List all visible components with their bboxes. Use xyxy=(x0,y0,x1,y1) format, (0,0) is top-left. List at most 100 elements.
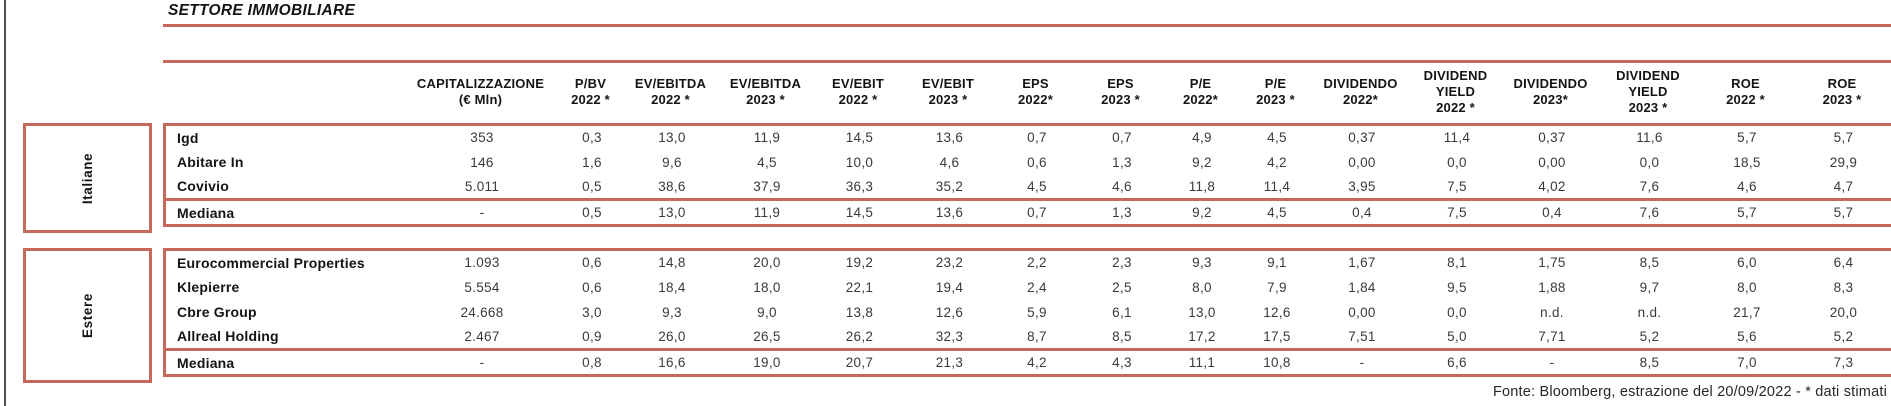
column-header: DIVIDEND YIELD 2022 * xyxy=(1423,68,1488,115)
column-header: ROE 2022 * xyxy=(1726,76,1765,107)
value-cell: n.d. xyxy=(1637,304,1662,320)
value-cell: 16,6 xyxy=(624,348,720,376)
value-cell: 19,4 xyxy=(935,279,964,295)
value-cell: 0,3 xyxy=(582,130,602,146)
value-cell: 0,6 xyxy=(1027,154,1047,170)
value-cell: 2,3 xyxy=(1112,255,1132,271)
value-cell: 5.554 xyxy=(464,279,500,295)
value-cell: 0,00 xyxy=(1348,304,1376,320)
value-cell: 36,3 xyxy=(845,178,874,194)
value-cell: 0,9 xyxy=(582,328,602,344)
value-cell: 11,9 xyxy=(719,198,815,226)
value-cell: 0,0 xyxy=(1639,154,1660,170)
value-cell: 2,4 xyxy=(1027,279,1047,295)
value-cell: 11,1 xyxy=(1164,348,1240,376)
value-cell: 5,9 xyxy=(1027,304,1047,320)
value-cell: 13,6 xyxy=(904,198,995,226)
value-cell: 0,8 xyxy=(559,348,625,376)
value-cell: 1.093 xyxy=(464,255,500,271)
value-cell: 0,00 xyxy=(1538,154,1566,170)
value-cell: 1,75 xyxy=(1538,255,1566,271)
value-cell: 4,6 xyxy=(1112,178,1132,194)
column-header: P/BV 2022 * xyxy=(571,76,610,107)
row-name: Abitare In xyxy=(177,154,244,170)
row-name: Klepierre xyxy=(177,279,240,295)
value-cell: 35,2 xyxy=(935,178,964,194)
value-cell: 38,6 xyxy=(658,178,686,194)
value-cell: 7,9 xyxy=(1267,279,1287,295)
value-cell: 5,7 xyxy=(1833,130,1854,146)
value-cell: 7,6 xyxy=(1599,198,1700,226)
value-cell: 26,5 xyxy=(753,328,781,344)
value-cell: 37,9 xyxy=(753,178,781,194)
median-row: Mediana -0,5 13,0 11,9 14,5 13,6 0,7 1,3 9,2 4,5 0… xyxy=(164,198,1891,226)
value-cell: 1,6 xyxy=(582,154,602,170)
value-cell: 5,7 xyxy=(1737,130,1757,146)
value-cell: 9,2 xyxy=(1192,154,1212,170)
column-header: EPS 2023 * xyxy=(1101,76,1140,107)
row-name: Igd xyxy=(177,129,199,146)
value-cell: 7,51 xyxy=(1348,328,1376,344)
value-cell: 4,2 xyxy=(1267,154,1287,170)
column-header: ROE 2023 * xyxy=(1822,76,1862,107)
value-cell: 9,6 xyxy=(662,154,682,170)
value-cell: 9,0 xyxy=(757,304,777,320)
value-cell: 13,0 xyxy=(658,130,686,146)
value-cell: 8,3 xyxy=(1833,279,1854,295)
value-cell: 18,4 xyxy=(658,279,686,295)
value-cell: 0,4 xyxy=(1504,198,1600,226)
value-cell: 13,6 xyxy=(935,130,964,146)
value-cell: 19,0 xyxy=(719,348,815,376)
value-cell: 14,8 xyxy=(658,255,686,271)
value-cell: 4,5 xyxy=(1267,130,1287,146)
column-header: DIVIDENDO 2022* xyxy=(1323,76,1398,107)
value-cell: 5,2 xyxy=(1639,328,1660,344)
company-row: Allreal Holding 2.467 0,9 26,0 26,5 26,2 32,3 8… xyxy=(165,325,1891,350)
value-cell: 5,0 xyxy=(1447,328,1467,344)
value-cell: - xyxy=(1504,348,1600,376)
header-top-rule xyxy=(163,60,1891,63)
company-row: Igd 353 0,3 13,0 11,9 14,5 13,6 0,7 0,7 4,9 4,5 0,3… xyxy=(165,125,1891,150)
company-row: Abitare In 146 1,6 9,6 4,5 10,0 4,6 0,6 1,3 9,2 4,… xyxy=(165,150,1891,175)
value-cell: 4,9 xyxy=(1192,130,1212,146)
value-cell: 0,0 xyxy=(1447,304,1467,320)
value-cell: 6,1 xyxy=(1112,304,1132,320)
value-cell: 26,2 xyxy=(845,328,874,344)
value-cell: 8,5 xyxy=(1639,255,1660,271)
column-header: P/E 2022* xyxy=(1183,76,1218,107)
value-cell: 19,2 xyxy=(845,255,874,271)
table-header-row: CAPITALIZZAZIONE (€ Mln) P/BV 2022 * EV/EB… xyxy=(163,62,1891,122)
value-cell: 4,5 xyxy=(1027,178,1047,194)
value-cell: 23,2 xyxy=(935,255,964,271)
company-row: Klepierre 5.554 0,6 18,4 18,0 22,1 19,4 2,4 2,5 8… xyxy=(165,275,1891,300)
value-cell: 1,3 xyxy=(1112,154,1132,170)
value-cell: 20,0 xyxy=(753,255,781,271)
column-header: EV/EBITDA 2022 * xyxy=(634,76,707,107)
value-cell: - xyxy=(1314,348,1410,376)
value-cell: 8,1 xyxy=(1447,255,1467,271)
value-cell: 5,7 xyxy=(1699,198,1795,226)
value-cell: 8,0 xyxy=(1192,279,1212,295)
value-cell: 0,0 xyxy=(1447,154,1467,170)
value-cell: 5,7 xyxy=(1794,198,1891,226)
value-cell: 0,4 xyxy=(1314,198,1410,226)
value-cell: 13,0 xyxy=(624,198,720,226)
value-cell: 20,0 xyxy=(1829,304,1858,320)
value-cell: 9,3 xyxy=(1192,255,1212,271)
column-header: P/E 2023 * xyxy=(1256,76,1295,107)
value-cell: 8,5 xyxy=(1112,328,1132,344)
value-cell: 0,5 xyxy=(582,178,602,194)
source-note: Fonte: Bloomberg, estrazione del 20/09/2… xyxy=(1492,384,1887,400)
row-name: Eurocommercial Properties xyxy=(177,254,365,271)
value-cell: 29,9 xyxy=(1829,154,1858,170)
value-cell: 2,5 xyxy=(1112,279,1132,295)
value-cell: 1,88 xyxy=(1538,279,1566,295)
value-cell: 146 xyxy=(470,154,494,170)
value-cell: 10,0 xyxy=(845,154,874,170)
value-cell: 3,95 xyxy=(1348,178,1376,194)
value-cell: 9,2 xyxy=(1164,198,1240,226)
value-cell: 7,5 xyxy=(1447,178,1467,194)
value-cell: 21,7 xyxy=(1733,304,1761,320)
value-cell: 9,5 xyxy=(1447,279,1467,295)
